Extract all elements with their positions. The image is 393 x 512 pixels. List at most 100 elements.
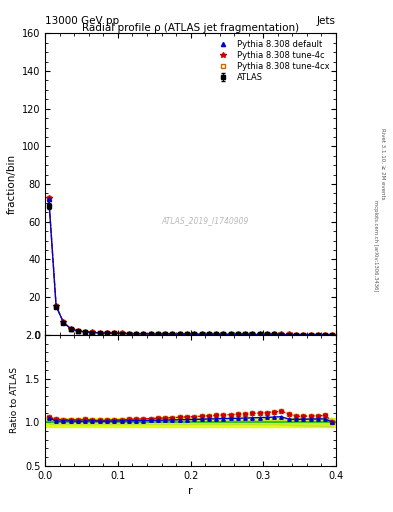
Line: Pythia 8.308 tune-4cx: Pythia 8.308 tune-4cx — [47, 196, 334, 337]
Pythia 8.308 tune-4cx — [61, 319, 66, 325]
Pythia 8.308 tune-4cx — [83, 329, 88, 335]
Pythia 8.308 tune-4cx — [257, 331, 262, 337]
Pythia 8.308 tune-4cx — [163, 331, 167, 337]
Pythia 8.308 tune-4c — [105, 330, 109, 336]
Pythia 8.308 default — [134, 331, 138, 337]
Text: Rivet 3.1.10, ≥ 2M events: Rivet 3.1.10, ≥ 2M events — [381, 128, 386, 200]
Pythia 8.308 tune-4cx — [54, 303, 59, 309]
Pythia 8.308 default — [75, 328, 80, 334]
Pythia 8.308 tune-4c — [134, 331, 138, 337]
Pythia 8.308 tune-4cx — [250, 331, 255, 337]
Pythia 8.308 tune-4c — [264, 331, 269, 337]
Pythia 8.308 tune-4c — [185, 331, 189, 337]
Pythia 8.308 default — [286, 331, 291, 337]
Pythia 8.308 default — [127, 331, 131, 337]
Pythia 8.308 tune-4c — [308, 331, 313, 337]
Pythia 8.308 default — [206, 331, 211, 337]
Pythia 8.308 tune-4cx — [301, 331, 306, 337]
Legend: Pythia 8.308 default, Pythia 8.308 tune-4c, Pythia 8.308 tune-4cx, ATLAS: Pythia 8.308 default, Pythia 8.308 tune-… — [210, 37, 332, 84]
Pythia 8.308 default — [235, 331, 240, 337]
Pythia 8.308 default — [264, 331, 269, 337]
Pythia 8.308 tune-4c — [250, 331, 255, 337]
Pythia 8.308 tune-4c — [286, 331, 291, 337]
Pythia 8.308 tune-4c — [112, 330, 117, 336]
Pythia 8.308 tune-4cx — [134, 331, 138, 337]
Pythia 8.308 default — [243, 331, 248, 337]
Pythia 8.308 tune-4cx — [228, 331, 233, 337]
Pythia 8.308 default — [170, 331, 175, 337]
Pythia 8.308 tune-4c — [257, 331, 262, 337]
Pythia 8.308 default — [90, 329, 95, 335]
Pythia 8.308 default — [141, 331, 146, 337]
Y-axis label: fraction/bin: fraction/bin — [6, 154, 16, 214]
Text: mcplots.cern.ch [arXiv:1306.3436]: mcplots.cern.ch [arXiv:1306.3436] — [373, 200, 378, 291]
Line: Pythia 8.308 tune-4c: Pythia 8.308 tune-4c — [46, 196, 335, 337]
Text: Jets: Jets — [317, 15, 336, 26]
Pythia 8.308 tune-4c — [221, 331, 226, 337]
Pythia 8.308 default — [279, 331, 284, 337]
Pythia 8.308 tune-4cx — [192, 331, 196, 337]
Pythia 8.308 default — [97, 330, 102, 336]
Pythia 8.308 tune-4cx — [199, 331, 204, 337]
Pythia 8.308 default — [323, 331, 327, 337]
Pythia 8.308 tune-4c — [68, 326, 73, 332]
Pythia 8.308 tune-4c — [141, 331, 146, 337]
Pythia 8.308 tune-4c — [127, 331, 131, 337]
Pythia 8.308 tune-4c — [279, 331, 284, 337]
Pythia 8.308 tune-4cx — [206, 331, 211, 337]
Pythia 8.308 default — [46, 196, 51, 202]
Pythia 8.308 default — [112, 330, 117, 336]
Pythia 8.308 default — [272, 331, 277, 337]
Pythia 8.308 tune-4c — [170, 331, 175, 337]
Pythia 8.308 tune-4cx — [185, 331, 189, 337]
Pythia 8.308 default — [308, 331, 313, 337]
Pythia 8.308 tune-4c — [54, 303, 59, 309]
Pythia 8.308 tune-4c — [83, 329, 88, 335]
Pythia 8.308 tune-4c — [163, 331, 167, 337]
Pythia 8.308 tune-4cx — [177, 331, 182, 337]
Text: ATLAS_2019_I1740909: ATLAS_2019_I1740909 — [162, 216, 249, 225]
Pythia 8.308 default — [119, 330, 124, 336]
Pythia 8.308 tune-4cx — [68, 326, 73, 332]
Pythia 8.308 tune-4cx — [97, 330, 102, 336]
Pythia 8.308 tune-4cx — [75, 328, 80, 334]
Pythia 8.308 tune-4c — [192, 331, 196, 337]
Pythia 8.308 tune-4cx — [105, 330, 109, 336]
Pythia 8.308 default — [61, 319, 66, 326]
Text: 13000 GeV pp: 13000 GeV pp — [45, 15, 119, 26]
Pythia 8.308 default — [185, 331, 189, 337]
Pythia 8.308 default — [294, 331, 298, 337]
Pythia 8.308 default — [68, 326, 73, 332]
Pythia 8.308 default — [192, 331, 196, 337]
Pythia 8.308 tune-4c — [177, 331, 182, 337]
Pythia 8.308 tune-4cx — [272, 331, 277, 337]
Pythia 8.308 tune-4cx — [243, 331, 248, 337]
Pythia 8.308 default — [214, 331, 219, 337]
Y-axis label: Ratio to ATLAS: Ratio to ATLAS — [10, 368, 19, 433]
Pythia 8.308 default — [156, 331, 160, 337]
Pythia 8.308 tune-4c — [228, 331, 233, 337]
Pythia 8.308 tune-4c — [330, 331, 335, 337]
Pythia 8.308 tune-4cx — [170, 331, 175, 337]
Pythia 8.308 default — [330, 331, 335, 337]
Pythia 8.308 tune-4c — [243, 331, 248, 337]
Pythia 8.308 tune-4c — [301, 331, 306, 337]
Pythia 8.308 tune-4cx — [323, 331, 327, 337]
Pythia 8.308 tune-4cx — [294, 331, 298, 337]
Pythia 8.308 tune-4c — [199, 331, 204, 337]
Bar — [45, 418, 336, 426]
Pythia 8.308 tune-4c — [148, 331, 153, 337]
Pythia 8.308 tune-4cx — [235, 331, 240, 337]
Line: Pythia 8.308 default: Pythia 8.308 default — [47, 197, 334, 337]
Pythia 8.308 default — [54, 303, 59, 309]
Pythia 8.308 tune-4c — [294, 331, 298, 337]
Pythia 8.308 tune-4c — [61, 319, 66, 325]
Pythia 8.308 tune-4cx — [119, 330, 124, 336]
Pythia 8.308 default — [163, 331, 167, 337]
Pythia 8.308 default — [316, 331, 320, 337]
Pythia 8.308 tune-4cx — [112, 330, 117, 336]
Pythia 8.308 tune-4c — [235, 331, 240, 337]
Pythia 8.308 tune-4cx — [286, 331, 291, 337]
Pythia 8.308 tune-4c — [316, 331, 320, 337]
Title: Radial profile ρ (ATLAS jet fragmentation): Radial profile ρ (ATLAS jet fragmentatio… — [82, 23, 299, 32]
